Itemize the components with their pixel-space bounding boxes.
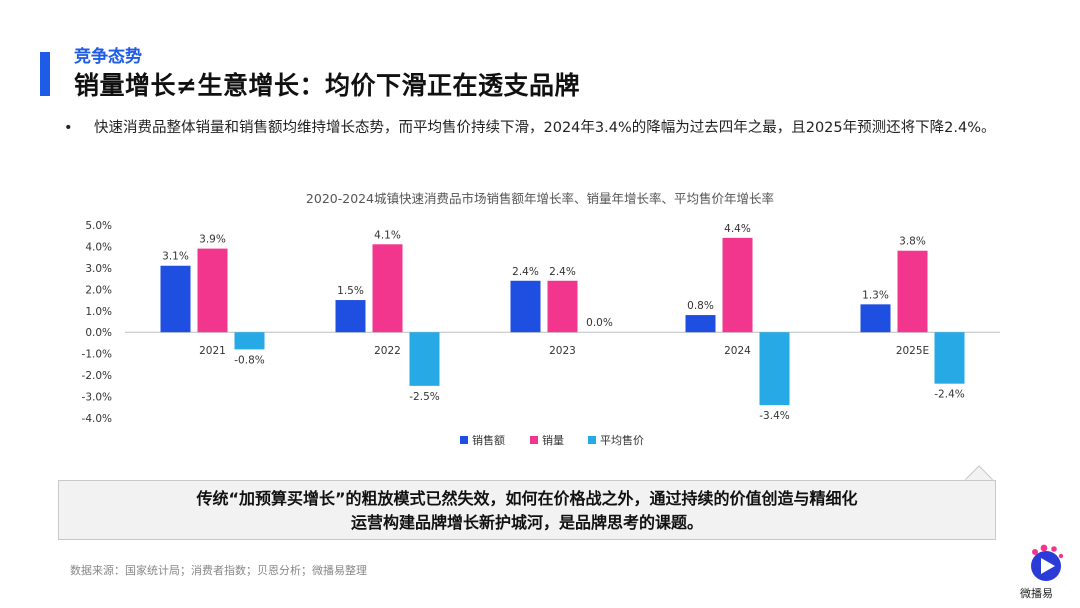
y-tick-label: 1.0% <box>85 306 112 318</box>
y-tick-label: 5.0% <box>85 220 112 232</box>
y-tick-label: -4.0% <box>82 413 112 425</box>
logo-text: 微播易 <box>1020 587 1053 600</box>
section-label: 竞争态势 <box>74 47 142 67</box>
bar-销售额-2021 <box>160 265 191 333</box>
data-label: -2.5% <box>409 391 439 403</box>
y-tick-label: -3.0% <box>82 392 112 404</box>
bullet-point: • 快速消费品整体销量和销售额均维持增长态势，而平均售价持续下滑，2024年3.… <box>64 118 1024 138</box>
category-label: 2025E <box>896 345 929 357</box>
bar-销售额-2022 <box>335 300 366 333</box>
legend-swatch-销售额 <box>460 436 468 444</box>
data-label: 2.4% <box>512 266 539 278</box>
category-label: 2023 <box>549 345 576 357</box>
bar-销售额-2025E <box>860 304 891 333</box>
data-source: 数据来源：国家统计局；消费者指数；贝恩分析；微播易整理 <box>70 564 367 577</box>
bar-销量-2021 <box>197 248 228 333</box>
category-label: 2022 <box>374 345 401 357</box>
y-tick-label: -2.0% <box>82 370 112 382</box>
category-label: 2021 <box>199 345 226 357</box>
callout-line-1: 传统“加预算买增长”的粗放模式已然失效，如何在价格战之外，通过持续的价值创造与精… <box>196 489 858 508</box>
data-label: 4.1% <box>374 229 401 241</box>
bar-销量-2022 <box>372 244 403 333</box>
data-label: 0.8% <box>687 300 714 312</box>
legend-swatch-销量 <box>530 436 538 444</box>
accent-bar <box>40 52 50 96</box>
data-label: -0.8% <box>234 354 264 366</box>
bar-销售额-2023 <box>510 280 541 333</box>
data-label: 1.3% <box>862 289 889 301</box>
page-title: 销量增长≠生意增长：均价下滑正在透支品牌 <box>74 71 580 100</box>
category-label: 2024 <box>724 345 751 357</box>
y-tick-label: 2.0% <box>85 284 112 296</box>
bar-平均售价-2021 <box>234 332 265 350</box>
data-label: 1.5% <box>337 285 364 297</box>
bar-销售额-2024 <box>685 315 716 333</box>
bar-平均售价-2025E <box>934 332 965 384</box>
data-label: 3.9% <box>199 234 226 246</box>
bar-平均售价-2022 <box>409 332 440 386</box>
legend-label: 销量 <box>542 433 564 447</box>
legend-swatch-平均售价 <box>588 436 596 444</box>
y-tick-label: 3.0% <box>85 263 112 275</box>
callout-notch <box>964 465 994 481</box>
legend-label: 销售额 <box>472 433 505 447</box>
bar-销量-2023 <box>547 280 578 333</box>
data-label: -3.4% <box>759 410 789 422</box>
bar-销量-2025E <box>897 250 928 333</box>
data-label: 0.0% <box>586 317 613 329</box>
data-label: 3.1% <box>162 251 189 263</box>
y-tick-label: -1.0% <box>82 349 112 361</box>
data-label: -2.4% <box>934 389 964 401</box>
bar-平均售价-2024 <box>759 332 790 406</box>
bullet-text: 快速消费品整体销量和销售额均维持增长态势，而平均售价持续下滑，2024年3.4%… <box>94 120 996 136</box>
bar-销量-2024 <box>722 237 753 333</box>
data-label: 3.8% <box>899 236 926 248</box>
data-label: 2.4% <box>549 266 576 278</box>
weiboyi-logo-icon <box>1031 544 1064 581</box>
callout-line-2: 运营构建品牌增长新护城河，是品牌思考的课题。 <box>350 513 703 532</box>
callout-box: 传统“加预算买增长”的粗放模式已然失效，如何在价格战之外，通过持续的价值创造与精… <box>58 480 996 540</box>
legend-label: 平均售价 <box>600 433 644 447</box>
y-tick-label: 4.0% <box>85 241 112 253</box>
data-label: 4.4% <box>724 223 751 235</box>
bar-chart: 2020-2024城镇快速消费品市场销售额年增长率、销量年增长率、平均售价年增长… <box>82 191 1000 447</box>
chart-title: 2020-2024城镇快速消费品市场销售额年增长率、销量年增长率、平均售价年增长… <box>306 191 774 206</box>
bullet-marker: • <box>64 120 73 136</box>
y-tick-label: 0.0% <box>85 327 112 339</box>
